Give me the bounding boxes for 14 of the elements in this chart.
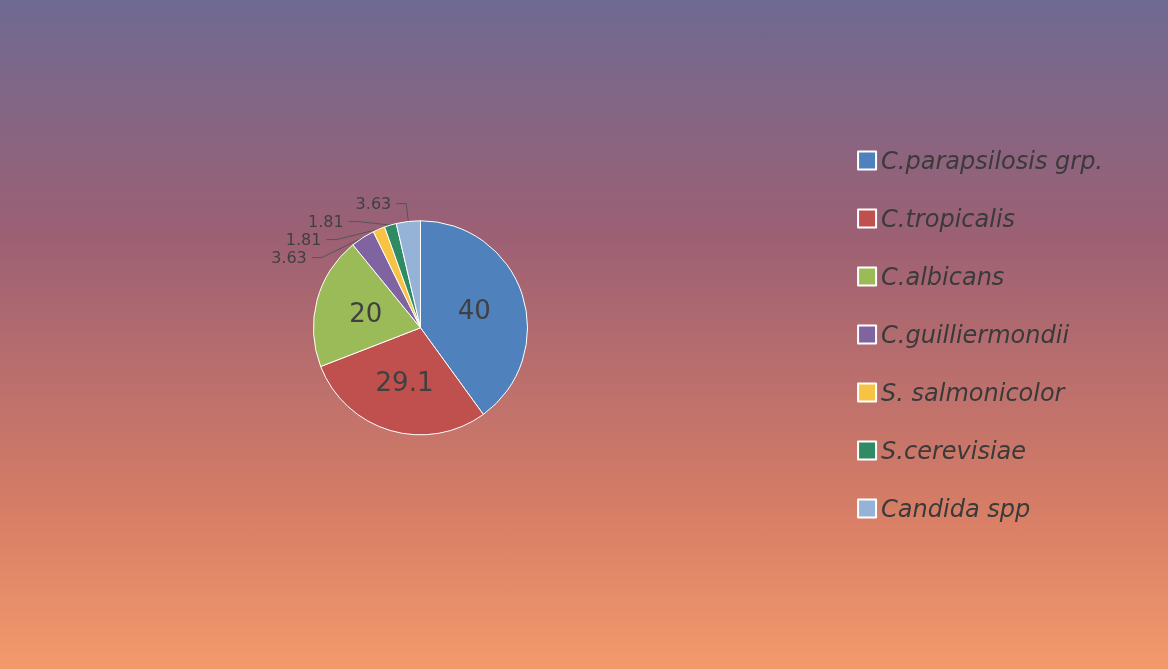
data-label: 29.1 <box>375 367 434 398</box>
legend-label: C.parapsilosis grp. <box>881 146 1104 175</box>
legend-label: S.cerevisiae <box>881 436 1027 465</box>
data-label: 20 <box>349 298 383 329</box>
data-label: 1.81 <box>285 230 322 250</box>
legend-label: C.tropicalis <box>881 204 1016 233</box>
legend-label: C.albicans <box>881 262 1005 291</box>
legend-label: S. salmonicolor <box>881 378 1067 407</box>
data-label: 40 <box>457 295 491 326</box>
data-label: 3.63 <box>355 194 392 214</box>
legend-label: Candida spp <box>881 494 1031 523</box>
legend-label: C.guilliermondii <box>881 320 1070 349</box>
data-label: 1.81 <box>307 212 344 232</box>
data-label: 3.63 <box>271 248 307 268</box>
